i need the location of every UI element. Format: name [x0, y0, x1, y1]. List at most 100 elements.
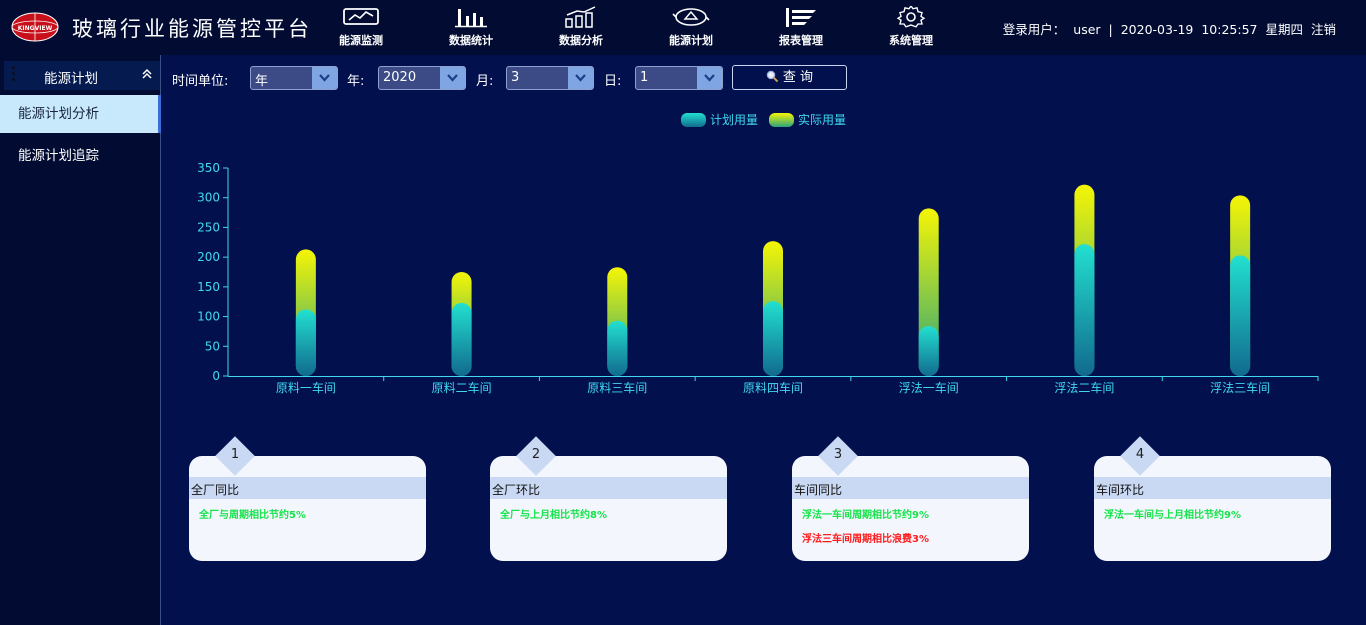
legend-swatch-plan [681, 113, 706, 127]
nav-data-stats[interactable]: 数据统计 [438, 0, 504, 55]
sidebar-section-header[interactable]: 能源计划 [4, 61, 160, 90]
dropdown-button[interactable] [568, 67, 593, 89]
nav-label: 数据分析 [559, 34, 603, 47]
nav-energy-plan[interactable]: 能源计划 [658, 0, 724, 55]
chevron-down-icon [319, 74, 330, 82]
time-unit-label: 时间单位: [172, 74, 229, 89]
bar-plan [451, 302, 472, 376]
x-tick-label: 原料二车间 [432, 380, 492, 395]
card-title: 车间同比 [794, 483, 843, 497]
bar-plan [295, 309, 316, 376]
nav-report-manage[interactable]: 报表管理 [768, 0, 834, 55]
y-tick-label: 300 [197, 191, 220, 205]
collapse-chevron-icon[interactable] [140, 67, 154, 81]
logout-link[interactable]: 注销 [1310, 22, 1336, 37]
card-header: 车间环比 [1094, 477, 1331, 499]
x-tick-label: 原料一车间 [276, 380, 336, 395]
card-header: 全厂同比 [189, 477, 426, 499]
month-label: 月: [476, 74, 494, 89]
y-tick-label: 100 [197, 310, 220, 324]
dropdown-button[interactable] [312, 67, 337, 89]
card-line: 浮法一车间与上月相比节约9% [1104, 510, 1241, 521]
x-tick-label: 原料四车间 [743, 380, 803, 395]
card-number: 1 [230, 447, 240, 462]
user-info: 登录用户： user | 2020-03-19 10:25:57 星期四 注销 [1003, 19, 1340, 38]
current-weekday: 星期四 [1265, 22, 1303, 37]
login-username: user [1073, 22, 1101, 37]
y-tick-label: 350 [197, 161, 220, 175]
card-title: 全厂环比 [492, 483, 541, 497]
bar-plan [1074, 244, 1095, 376]
analysis-trend-icon [565, 6, 596, 28]
chart-legend: 计划用量 实际用量 [681, 112, 846, 127]
nav-system-manage[interactable]: 系统管理 [878, 0, 944, 55]
user-separator: | [1108, 22, 1113, 37]
energy-plan-chart: 计划用量 实际用量 0 50 100 150 200 250 300 350 原料一车间 原料二车间… [197, 112, 1319, 395]
nav-energy-monitor[interactable]: 能源监测 [328, 0, 394, 55]
legend-label-actual: 实际用量 [798, 112, 846, 127]
top-header: KINGVIEW 玻璃行业能源管控平台 能源监测 数据统计 [0, 0, 1366, 55]
login-user-label: 登录用户： [1002, 22, 1066, 37]
search-icon [766, 70, 779, 83]
card-number: 4 [1135, 447, 1145, 462]
sidebar-item-plan-tracking[interactable]: 能源计划追踪 [18, 148, 99, 164]
legend-label-plan: 计划用量 [710, 113, 758, 127]
y-tick-label: 0 [212, 369, 220, 383]
day-select[interactable]: 1 [635, 66, 723, 90]
query-button[interactable]: 查 询 [732, 65, 847, 90]
time-unit-value: 年 [255, 74, 269, 89]
month-value: 3 [511, 70, 520, 85]
sidebar: 能源计划 能源计划分析 能源计划追踪 [0, 55, 161, 625]
current-date: 2020-03-19 [1120, 22, 1194, 37]
sidebar-section-title: 能源计划 [44, 71, 98, 87]
drag-handle-icon [12, 66, 16, 86]
nav-label: 能源监测 [339, 34, 383, 47]
recycle-plan-icon [672, 8, 710, 26]
chevron-down-icon [447, 74, 458, 82]
nav-label: 系统管理 [889, 34, 933, 47]
monitor-chart-icon [343, 8, 379, 25]
card-title: 车间环比 [1096, 483, 1145, 497]
sidebar-item-plan-analysis[interactable]: 能源计划分析 [0, 95, 161, 133]
card-header: 车间同比 [792, 477, 1029, 499]
card-number: 3 [833, 447, 843, 462]
month-select[interactable]: 3 [506, 66, 594, 90]
summary-card-1: 全厂同比 1 全厂与周期相比节约5% [189, 436, 426, 561]
chart-axes: 0 50 100 150 200 250 300 350 原料一车间 原料二车间 原料三车间 原料四车… [197, 161, 1319, 395]
bar-plan [607, 320, 628, 376]
legend-swatch-actual [769, 113, 794, 127]
dropdown-button[interactable] [440, 67, 465, 89]
logo-text: KINGVIEW [18, 25, 53, 32]
card-number: 2 [531, 447, 541, 462]
summary-card-2: 全厂环比 2 全厂与上月相比节约8% [490, 436, 727, 561]
y-tick-label: 150 [197, 280, 220, 294]
year-label: 年: [347, 74, 365, 89]
card-line: 浮法一车间周期相比节约9% [802, 510, 929, 521]
x-tick-label: 浮法一车间 [899, 380, 959, 395]
year-value: 2020 [383, 70, 417, 85]
day-label: 日: [604, 74, 622, 89]
app-title: 玻璃行业能源管控平台 [72, 17, 312, 41]
x-tick-label: 原料三车间 [587, 380, 647, 395]
chart-bars [295, 184, 1251, 376]
time-unit-select[interactable]: 年 [250, 66, 338, 90]
gear-icon [896, 6, 926, 28]
bar-plan [763, 301, 783, 376]
chevron-down-icon [704, 74, 715, 82]
y-tick-label: 250 [197, 220, 220, 234]
chevron-down-icon [575, 74, 586, 82]
summary-card-4: 车间环比 4 浮法一车间与上月相比节约9% [1094, 436, 1331, 561]
nav-data-analysis[interactable]: 数据分析 [548, 0, 614, 55]
year-select[interactable]: 2020 [378, 66, 466, 90]
card-line: 全厂与上月相比节约8% [500, 510, 607, 521]
dropdown-button[interactable] [697, 67, 722, 89]
bar-plan [1230, 255, 1251, 376]
day-value: 1 [640, 70, 649, 85]
report-lines-icon [786, 8, 816, 27]
x-tick-label: 浮法二车间 [1054, 380, 1114, 395]
y-tick-label: 200 [197, 250, 220, 264]
card-header: 全厂环比 [490, 477, 727, 499]
bar-plan [918, 326, 939, 376]
x-tick-label: 浮法三车间 [1210, 380, 1270, 395]
summary-card-3: 车间同比 3 浮法一车间周期相比节约9% 浮法三车间周期相比浪费3% [792, 436, 1029, 561]
